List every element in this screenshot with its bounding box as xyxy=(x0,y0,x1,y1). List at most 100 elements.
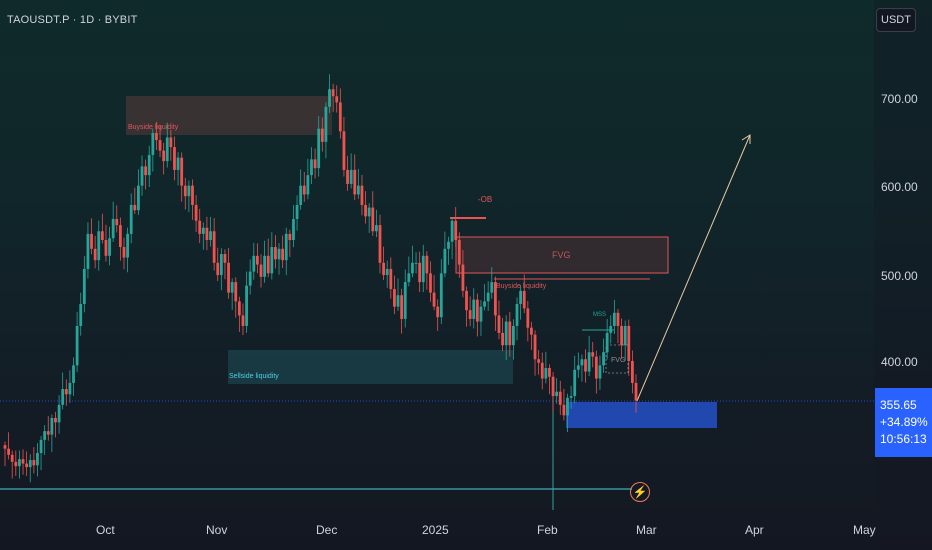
candle-body xyxy=(176,157,180,170)
candle-body xyxy=(118,225,122,248)
candle-body xyxy=(129,204,133,234)
candle-body xyxy=(140,166,144,186)
candle-body xyxy=(620,325,623,346)
candle-body xyxy=(97,231,101,261)
candle-body xyxy=(475,299,479,322)
candle-body xyxy=(393,289,396,307)
candle-body xyxy=(36,453,39,466)
sellside-liquidity-zone xyxy=(228,350,513,384)
fvg-zone-label: FVG xyxy=(552,250,571,260)
candle-body xyxy=(328,89,331,107)
candle-body xyxy=(573,369,577,397)
candle-body xyxy=(245,285,248,326)
candle-body xyxy=(173,147,176,170)
candle-body xyxy=(57,404,61,423)
candle-body xyxy=(562,404,566,416)
candle-body xyxy=(82,268,86,305)
candle-body xyxy=(270,247,274,274)
currency-selector[interactable]: USDT xyxy=(876,8,916,32)
candle-body xyxy=(284,233,288,261)
candle-body xyxy=(201,227,205,234)
candle-body xyxy=(605,332,609,353)
candle-body xyxy=(432,292,436,307)
candle-body xyxy=(353,169,357,195)
time-tick-label: Apr xyxy=(745,523,764,537)
candle-body xyxy=(54,417,57,423)
candle-body xyxy=(212,231,216,263)
candle-body xyxy=(266,255,270,274)
candle-body xyxy=(302,185,306,195)
candle-body xyxy=(540,362,544,379)
buyside-liquidity-zone-label: Buyside liquidity xyxy=(128,124,179,131)
candle-body xyxy=(378,225,382,263)
candle-body xyxy=(237,301,241,316)
candle-body xyxy=(147,154,151,176)
candle-body xyxy=(623,325,627,346)
candle-body xyxy=(263,255,267,277)
candle-body xyxy=(191,185,194,205)
candle-body xyxy=(447,241,450,249)
candle-body xyxy=(450,220,454,242)
candle-body xyxy=(360,185,364,205)
candle-body xyxy=(209,231,212,241)
candle-body xyxy=(155,133,158,141)
candle-body xyxy=(501,332,504,346)
time-tick-label: Dec xyxy=(316,523,337,537)
candle-body xyxy=(86,233,90,269)
candle-body xyxy=(429,273,432,293)
symbol-title[interactable]: TAOUSDT.P · 1D · BYBIT xyxy=(7,14,138,26)
candle-body xyxy=(115,218,119,226)
candle-body xyxy=(544,368,548,379)
candle-body xyxy=(324,106,328,142)
candle-body xyxy=(522,290,526,309)
candle-body xyxy=(630,361,634,383)
candle-body xyxy=(486,292,490,302)
time-tick-label: Nov xyxy=(206,523,227,537)
candle-body xyxy=(122,247,126,258)
candle-body xyxy=(526,308,530,328)
candle-body xyxy=(137,185,140,211)
mss-label: MSS xyxy=(593,312,606,318)
candle-body xyxy=(21,459,25,464)
candle-body xyxy=(497,315,501,333)
candle-body xyxy=(443,248,447,274)
candle-body xyxy=(508,321,512,346)
lightning-icon[interactable]: ⚡ xyxy=(630,482,650,502)
candle-body xyxy=(162,150,166,162)
candle-body xyxy=(219,254,223,276)
inner-fvg-label: FVG xyxy=(611,357,625,364)
candle-body xyxy=(194,204,198,221)
candle-body xyxy=(25,463,29,468)
time-tick-label: Mar xyxy=(636,523,657,537)
candle-body xyxy=(64,389,68,395)
candle-body xyxy=(555,391,559,397)
candle-body xyxy=(43,431,47,440)
candle-body xyxy=(483,301,486,307)
price-axis: 700.00 600.00 500.00 400.00 xyxy=(881,92,918,369)
candle-body xyxy=(591,352,595,357)
candle-body xyxy=(418,262,422,283)
candle-body xyxy=(295,204,299,219)
candle-body xyxy=(439,273,443,318)
candle-body xyxy=(126,233,129,258)
candle-body xyxy=(331,89,335,97)
candle-body xyxy=(580,359,584,366)
candle-body xyxy=(90,233,93,249)
candle-body xyxy=(274,247,277,260)
candle-body xyxy=(281,248,285,261)
candle-body xyxy=(68,382,72,395)
candle-body xyxy=(548,368,551,377)
candle-body xyxy=(421,255,425,283)
candle-body xyxy=(598,365,602,379)
candle-body xyxy=(10,454,14,462)
price-tick-label: 700.00 xyxy=(881,92,918,106)
price-axis-background xyxy=(874,0,932,550)
candle-body xyxy=(569,396,573,398)
candle-body xyxy=(612,312,616,326)
candle-body xyxy=(292,218,295,241)
candle-body xyxy=(100,231,104,241)
candle-body xyxy=(198,220,202,234)
candle-body xyxy=(227,262,230,293)
candle-body xyxy=(28,460,32,468)
